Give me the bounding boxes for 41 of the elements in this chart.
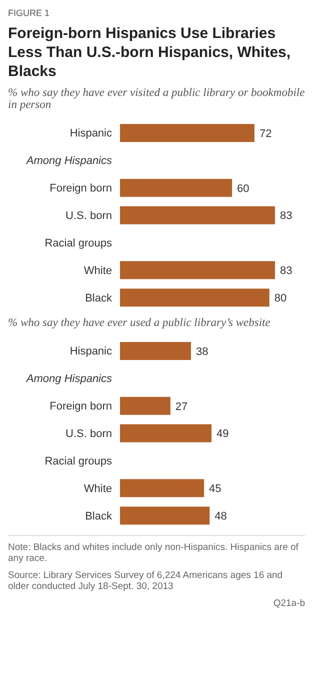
y-tick-label: White (84, 482, 112, 495)
data-label: 83 (280, 210, 292, 222)
y-tick-label: U.S. born (66, 428, 112, 440)
bar (120, 479, 204, 498)
data-label: 27 (175, 400, 188, 413)
y-tick-label: U.S. born (66, 210, 112, 222)
y-tick-label: Black (85, 510, 112, 522)
y-tick-label: Among Hispanics (25, 155, 112, 168)
y-tick-label: Foreign born (50, 400, 112, 413)
y-tick-label: Foreign born (50, 182, 112, 195)
bar (120, 506, 210, 525)
text: Note: Blacks and whites include only non-Hispanics. Hispanics are of any race. (8, 535, 305, 564)
y-tick-label: Hispanic (70, 346, 112, 358)
text: Q21a-b (272, 598, 305, 609)
y-tick-label: White (84, 264, 112, 277)
data-label: 49 (216, 428, 229, 440)
y-tick-label: Racial groups (44, 455, 112, 468)
bar (120, 178, 232, 197)
chart-title: Foreign-born Hispanics Use Libraries Less Than U.S.-born Hispanics, Whites, Blacks (8, 24, 292, 81)
source-note: Source: Library Services Survey of 6,224 Americans ages 16 and older conducted July 18-Sept. 30, 2013 (8, 570, 284, 592)
bar (120, 124, 254, 142)
chart-subtitle: % who say they have ever used a public library’s website (8, 317, 272, 329)
bar (120, 342, 191, 360)
data-label: 38 (196, 346, 208, 358)
bar (120, 206, 275, 224)
y-tick-label: Hispanic (70, 128, 112, 140)
data-label: 48 (214, 510, 227, 522)
y-tick-label: Racial groups (44, 237, 112, 250)
bar (120, 288, 270, 307)
y-tick-label: Black (85, 292, 112, 304)
data-label: 80 (274, 292, 287, 304)
chart-subtitle: % who say they have ever visited a public library or bookmobile in person (8, 87, 305, 111)
bar (120, 261, 275, 280)
caption: FIGURE 1 (8, 8, 51, 18)
y-tick-label: Among Hispanics (25, 373, 112, 386)
data-label: 72 (259, 128, 272, 140)
bar (120, 424, 212, 442)
bar (120, 396, 170, 415)
data-label: 45 (209, 483, 222, 496)
data-label: 83 (280, 265, 292, 278)
data-label: 60 (237, 182, 250, 195)
